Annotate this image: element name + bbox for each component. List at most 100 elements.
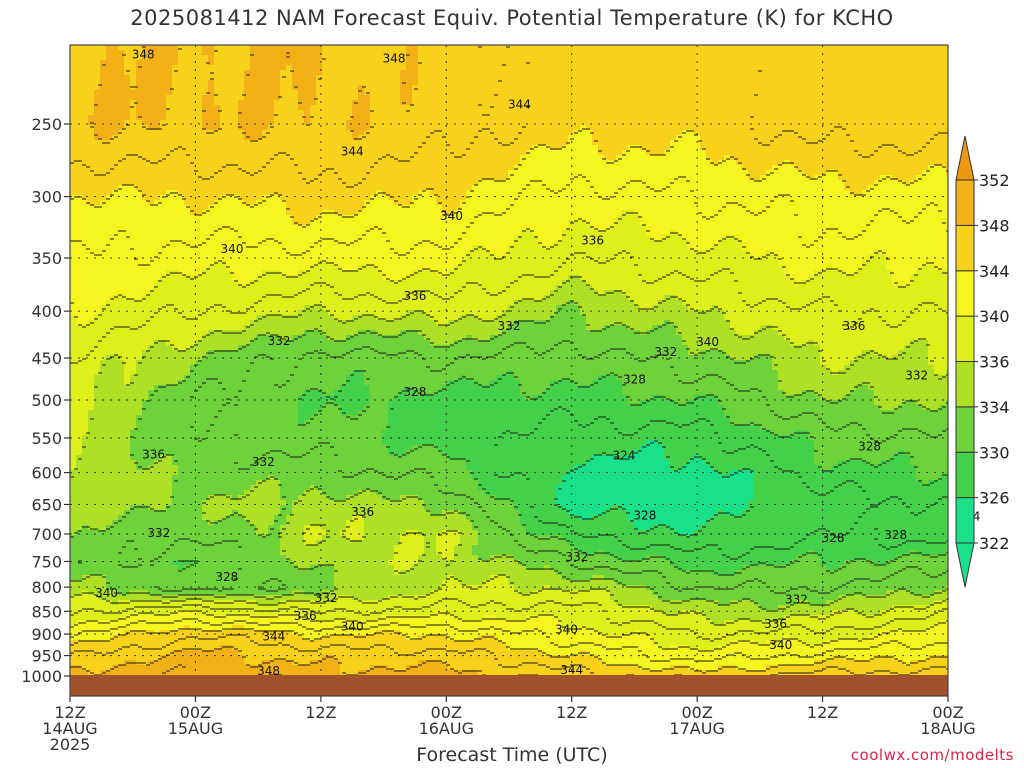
field-cell bbox=[148, 515, 155, 521]
field-cell bbox=[280, 280, 287, 286]
field-cell bbox=[244, 390, 251, 396]
field-cell bbox=[220, 100, 227, 106]
field-cell bbox=[100, 45, 107, 51]
field-cell bbox=[184, 635, 191, 641]
field-cell bbox=[220, 535, 227, 541]
field-cell bbox=[202, 170, 209, 176]
field-cell bbox=[250, 45, 257, 51]
field-cell bbox=[250, 570, 257, 576]
field-cell bbox=[100, 375, 107, 381]
field-cell bbox=[160, 115, 167, 121]
field-cell bbox=[250, 105, 257, 111]
field-cell bbox=[118, 245, 125, 251]
field-cell bbox=[70, 95, 77, 101]
field-cell bbox=[136, 645, 143, 651]
field-cell bbox=[202, 160, 209, 166]
field-cell bbox=[214, 585, 221, 591]
field-cell bbox=[118, 170, 125, 176]
field-cell bbox=[208, 370, 215, 376]
field-cell bbox=[70, 490, 77, 496]
field-cell bbox=[166, 125, 173, 131]
field-cell bbox=[94, 360, 101, 366]
field-cell bbox=[250, 530, 257, 536]
field-cell bbox=[184, 245, 191, 251]
field-cell bbox=[304, 215, 311, 221]
field-cell bbox=[238, 325, 245, 331]
field-cell bbox=[82, 415, 89, 421]
field-cell bbox=[214, 605, 221, 611]
field-cell bbox=[220, 130, 227, 136]
field-cell bbox=[286, 275, 293, 281]
field-cell bbox=[286, 165, 293, 171]
field-cell bbox=[256, 270, 263, 276]
field-cell bbox=[274, 225, 281, 231]
field-cell bbox=[154, 380, 161, 386]
field-cell bbox=[184, 230, 191, 236]
field-cell bbox=[154, 415, 161, 421]
field-cell bbox=[94, 90, 101, 96]
field-cell bbox=[256, 80, 263, 86]
field-cell bbox=[172, 510, 179, 516]
field-cell bbox=[238, 505, 245, 511]
field-cell bbox=[298, 160, 305, 166]
field-cell bbox=[292, 530, 299, 536]
field-cell bbox=[130, 110, 137, 116]
field-cell bbox=[82, 95, 89, 101]
field-cell bbox=[196, 670, 203, 676]
field-cell bbox=[136, 400, 143, 406]
field-cell bbox=[178, 155, 185, 161]
field-cell bbox=[244, 585, 251, 591]
field-cell bbox=[220, 200, 227, 206]
field-cell bbox=[238, 185, 245, 191]
field-cell bbox=[226, 450, 233, 456]
field-cell bbox=[154, 170, 161, 176]
field-cell bbox=[220, 120, 227, 126]
field-cell bbox=[106, 245, 113, 251]
field-cell bbox=[238, 560, 245, 566]
field-cell bbox=[142, 560, 149, 566]
field-cell bbox=[250, 670, 257, 676]
field-cell bbox=[70, 410, 77, 416]
field-cell bbox=[142, 110, 149, 116]
field-cell bbox=[76, 575, 83, 581]
field-cell bbox=[262, 300, 269, 306]
field-cell bbox=[130, 615, 137, 621]
field-cell bbox=[214, 95, 221, 101]
field-cell bbox=[118, 205, 125, 211]
field-cell bbox=[286, 515, 293, 521]
field-cell bbox=[124, 220, 131, 226]
field-cell bbox=[118, 330, 125, 336]
field-cell bbox=[274, 645, 281, 651]
field-cell bbox=[106, 165, 113, 171]
field-cell bbox=[94, 425, 101, 431]
field-cell bbox=[76, 55, 83, 61]
field-cell bbox=[262, 165, 269, 171]
field-cell bbox=[88, 510, 95, 516]
field-cell bbox=[154, 65, 161, 71]
field-cell bbox=[214, 635, 221, 641]
field-cell bbox=[136, 485, 143, 491]
field-cell bbox=[304, 280, 311, 286]
field-cell bbox=[178, 595, 185, 601]
field-cell bbox=[304, 370, 311, 376]
field-cell bbox=[226, 625, 233, 631]
field-cell bbox=[232, 75, 239, 81]
field-cell bbox=[82, 290, 89, 296]
field-cell bbox=[76, 415, 83, 421]
field-cell bbox=[172, 410, 179, 416]
field-cell bbox=[202, 190, 209, 196]
field-cell bbox=[106, 445, 113, 451]
field-cell bbox=[292, 305, 299, 311]
field-cell bbox=[184, 565, 191, 571]
field-cell bbox=[184, 85, 191, 91]
field-cell bbox=[160, 560, 167, 566]
field-cell bbox=[244, 305, 251, 311]
field-cell bbox=[154, 640, 161, 646]
field-cell bbox=[226, 175, 233, 181]
field-cell bbox=[160, 500, 167, 506]
field-cell bbox=[94, 115, 101, 121]
field-cell bbox=[286, 625, 293, 631]
field-cell bbox=[106, 250, 113, 256]
field-cell bbox=[214, 450, 221, 456]
field-cell bbox=[124, 515, 131, 521]
